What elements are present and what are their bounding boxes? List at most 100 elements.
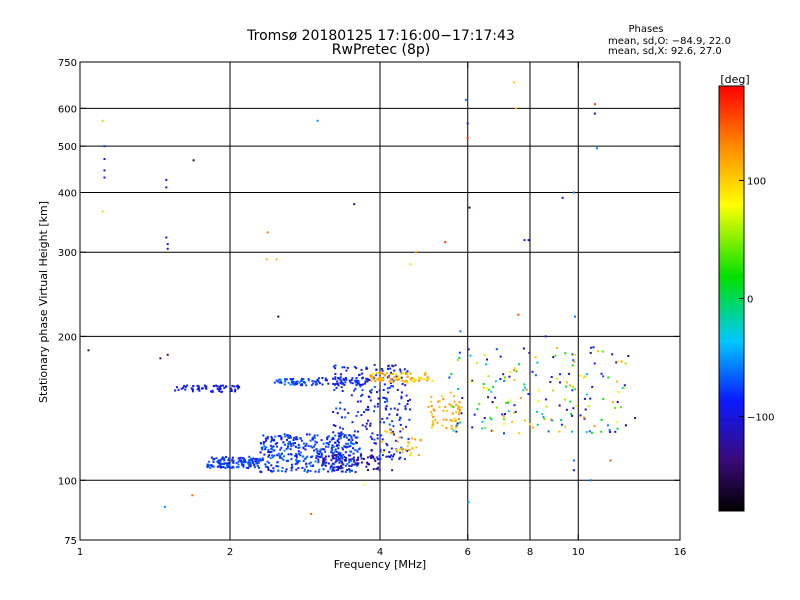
data-point — [166, 243, 169, 246]
data-point — [335, 386, 338, 389]
data-point — [335, 459, 338, 462]
data-point — [180, 387, 183, 390]
data-point — [327, 462, 330, 465]
data-point — [333, 389, 336, 391]
data-point — [267, 451, 270, 453]
data-point — [235, 466, 238, 469]
data-point — [332, 424, 335, 427]
data-point — [589, 352, 592, 354]
data-point — [350, 379, 353, 381]
data-point — [334, 441, 336, 444]
data-point — [338, 461, 341, 464]
data-point — [270, 435, 273, 438]
data-point — [537, 400, 540, 403]
data-point — [485, 387, 488, 390]
data-point — [587, 405, 590, 408]
data-point — [586, 393, 589, 396]
data-point — [455, 426, 458, 429]
data-point — [396, 378, 399, 381]
data-point — [431, 420, 434, 423]
data-point — [276, 442, 279, 444]
data-point — [393, 376, 396, 379]
data-point — [370, 377, 373, 380]
data-point — [338, 432, 341, 435]
data-point — [304, 448, 307, 451]
data-point — [338, 466, 341, 469]
data-point — [476, 408, 479, 411]
data-point — [242, 465, 245, 468]
data-point — [342, 463, 345, 466]
data-point — [381, 369, 384, 372]
data-point — [408, 448, 410, 451]
data-point — [305, 455, 308, 458]
data-point — [356, 459, 358, 462]
data-point — [381, 377, 384, 380]
data-point — [292, 380, 295, 383]
data-point — [413, 378, 416, 381]
data-point — [340, 416, 343, 419]
data-point — [196, 388, 199, 391]
data-point — [378, 455, 381, 458]
data-point — [290, 442, 292, 445]
data-point — [305, 443, 308, 446]
data-point — [383, 383, 386, 386]
data-point — [602, 398, 605, 401]
data-point — [409, 452, 412, 455]
data-point — [394, 364, 397, 367]
data-point — [337, 384, 340, 387]
data-point — [191, 494, 194, 497]
data-point — [343, 366, 346, 369]
data-point — [503, 376, 506, 379]
data-point — [262, 434, 265, 437]
data-point — [270, 440, 272, 443]
data-point — [379, 450, 382, 453]
data-point — [398, 402, 401, 405]
data-point — [376, 456, 379, 459]
data-point — [355, 441, 357, 444]
data-point — [571, 414, 574, 417]
data-point — [411, 447, 414, 450]
data-point — [337, 447, 340, 450]
data-point — [314, 440, 317, 443]
data-point — [450, 425, 453, 427]
data-point — [503, 418, 505, 421]
data-point — [265, 439, 268, 442]
axis-ticks: 1 2 4 6 8 10 16 75 100 200 300 400 500 600 750 — [58, 58, 686, 558]
data-point — [265, 446, 268, 449]
data-point — [292, 382, 295, 385]
data-point — [353, 443, 356, 446]
data-point — [434, 419, 437, 421]
data-point — [353, 430, 356, 433]
data-point — [399, 456, 402, 459]
data-point — [278, 378, 281, 381]
data-point — [511, 420, 514, 423]
data-point — [588, 430, 591, 433]
data-point — [324, 464, 327, 467]
data-point — [536, 361, 539, 364]
data-point — [177, 388, 180, 391]
data-point — [232, 459, 235, 462]
data-point — [627, 355, 630, 357]
data-point — [373, 442, 376, 445]
data-point — [219, 462, 222, 464]
data-point — [344, 464, 347, 467]
data-point — [315, 455, 318, 457]
data-point — [550, 376, 553, 378]
data-point — [338, 451, 340, 454]
data-point — [334, 450, 337, 453]
data-point — [165, 178, 168, 181]
data-point — [253, 464, 256, 467]
data-point — [367, 419, 369, 422]
data-point — [255, 458, 258, 460]
data-point — [227, 462, 230, 465]
data-point — [430, 426, 433, 429]
data-point — [385, 455, 388, 458]
data-point — [330, 464, 333, 467]
data-point — [374, 460, 377, 462]
data-point — [387, 391, 390, 394]
data-point — [601, 350, 604, 353]
data-point — [388, 380, 391, 383]
data-point — [403, 458, 406, 461]
data-point — [217, 461, 220, 464]
data-point — [393, 369, 396, 372]
